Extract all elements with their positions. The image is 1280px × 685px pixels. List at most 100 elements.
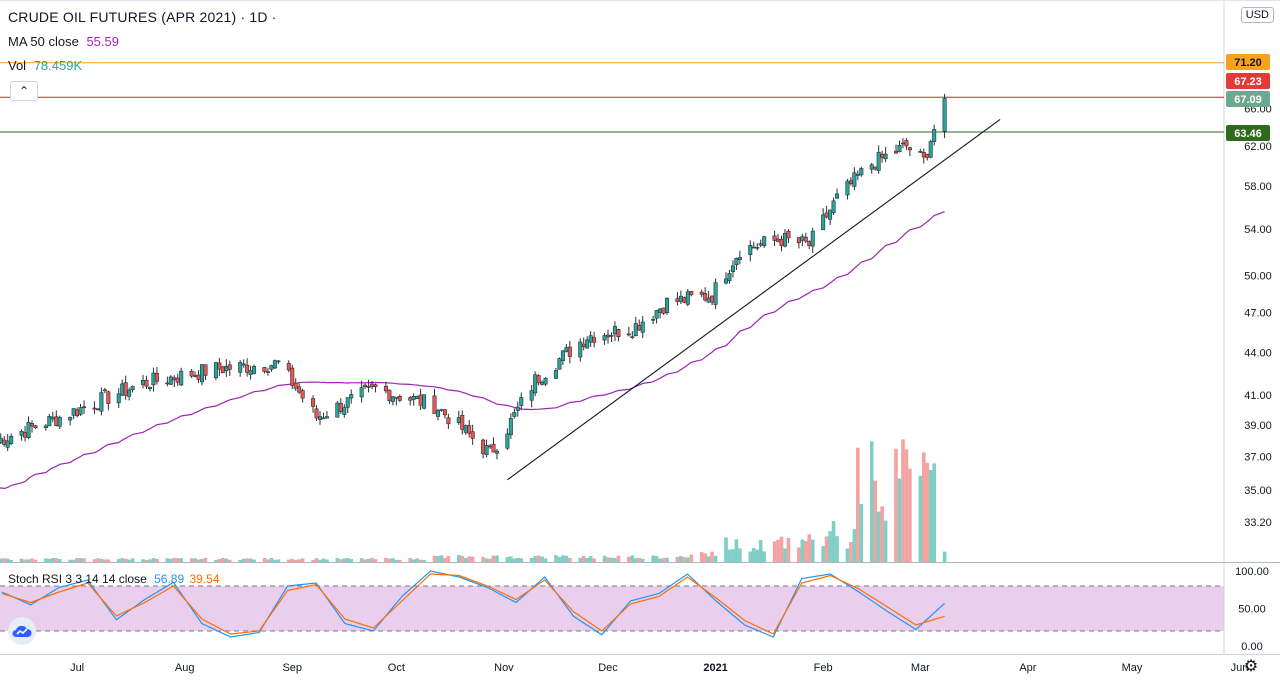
candle (26, 416, 31, 440)
collapse-legend-button[interactable]: ⌃ (10, 81, 38, 101)
settings-gear-icon[interactable]: ⚙ (1243, 658, 1259, 675)
currency-badge[interactable]: USD (1240, 7, 1274, 23)
candle (786, 229, 791, 244)
volume-bar (849, 541, 853, 562)
candle-body (592, 337, 597, 343)
volume-bar (755, 549, 760, 562)
candle-body (141, 379, 146, 385)
candle (460, 410, 465, 435)
candle-body (120, 383, 125, 396)
candle-body (786, 230, 791, 239)
time-tick-label: Feb (814, 662, 833, 674)
volume-bar (273, 559, 277, 562)
volume-bar (314, 558, 319, 562)
volume-bar (925, 462, 930, 562)
candle-body (238, 362, 243, 373)
candle (227, 360, 232, 377)
candle-body (47, 416, 52, 427)
candle-body (505, 433, 510, 449)
candle (47, 413, 52, 427)
candle-body (300, 390, 305, 399)
volume-bar (290, 558, 295, 562)
volume-bar (495, 555, 499, 562)
volume-bar (921, 452, 926, 562)
candle-body (654, 310, 659, 319)
candle-body (363, 384, 368, 388)
volume-bar (932, 463, 936, 562)
candle-body (54, 416, 59, 426)
candle (9, 433, 14, 446)
ma-legend: MA 50 close 55.59 (8, 34, 119, 49)
ma-label[interactable]: MA 50 close (8, 34, 79, 49)
candle-body (494, 450, 499, 454)
volume-bar (92, 559, 97, 562)
candle-body (810, 230, 815, 247)
volume-bar (54, 558, 59, 562)
candle-body (703, 293, 708, 301)
volume-bar (883, 520, 888, 562)
volume-bar (543, 558, 548, 562)
volume-bar (47, 558, 52, 562)
candle-body (616, 329, 621, 338)
candle (640, 315, 645, 339)
candle (297, 383, 302, 395)
candle (116, 388, 121, 408)
volume-bar (44, 558, 48, 562)
candle (238, 360, 243, 377)
volume-bar (637, 557, 642, 562)
volume-bar (151, 558, 156, 562)
volume-bar (127, 559, 131, 562)
volume-value: 78.459K (33, 58, 83, 73)
price-tag-bg (1226, 125, 1270, 141)
volume-bar (592, 558, 596, 562)
candle-body (508, 418, 513, 436)
price-tick-label: 44.00 (1244, 347, 1272, 359)
price-tag-bg (1226, 54, 1270, 70)
candle-body (796, 237, 801, 244)
volume-bar (554, 555, 558, 562)
volume-label[interactable]: Vol (8, 58, 27, 73)
candle-body (349, 394, 354, 399)
volume-bar (609, 557, 614, 562)
candle-body (900, 142, 905, 145)
candle-body (23, 432, 28, 438)
candle-body (807, 241, 812, 246)
volume-bar (432, 555, 437, 562)
candle (557, 357, 562, 370)
candle-body (168, 376, 173, 385)
volume-bar (214, 559, 218, 562)
candle-body (463, 425, 468, 433)
tradingview-logo[interactable] (8, 617, 36, 645)
volume-bar (804, 540, 808, 562)
candle-body (730, 265, 735, 272)
candle (383, 381, 388, 394)
candle-body (460, 414, 465, 430)
stoch-label[interactable]: Stoch RSI 3 3 14 14 close (8, 572, 147, 586)
volume-bar (252, 559, 256, 562)
volume-bar (505, 556, 510, 562)
candle (505, 428, 510, 450)
candle-body (894, 150, 899, 154)
candle-body (470, 431, 475, 439)
volume-bar (772, 541, 777, 562)
volume-bar (762, 551, 766, 562)
candle (689, 290, 694, 297)
candle-body (737, 257, 742, 260)
candle (567, 341, 572, 364)
candle-body (442, 409, 447, 416)
candle-body (536, 375, 541, 384)
volume-bar (880, 506, 884, 562)
volume-bar (457, 554, 461, 562)
candle (734, 257, 739, 271)
volume-bar (918, 475, 923, 562)
candle (144, 375, 149, 389)
candle-body (828, 209, 833, 220)
candle-body (172, 377, 177, 381)
price-tag-label: 67.23 (1234, 76, 1262, 88)
candle-body (488, 445, 493, 448)
symbol-name[interactable]: CRUDE OIL FUTURES (APR 2021) · 1D · (8, 9, 277, 25)
candle-body (557, 358, 562, 370)
candle-body (33, 425, 38, 428)
price-tick-label: 39.00 (1244, 420, 1272, 432)
